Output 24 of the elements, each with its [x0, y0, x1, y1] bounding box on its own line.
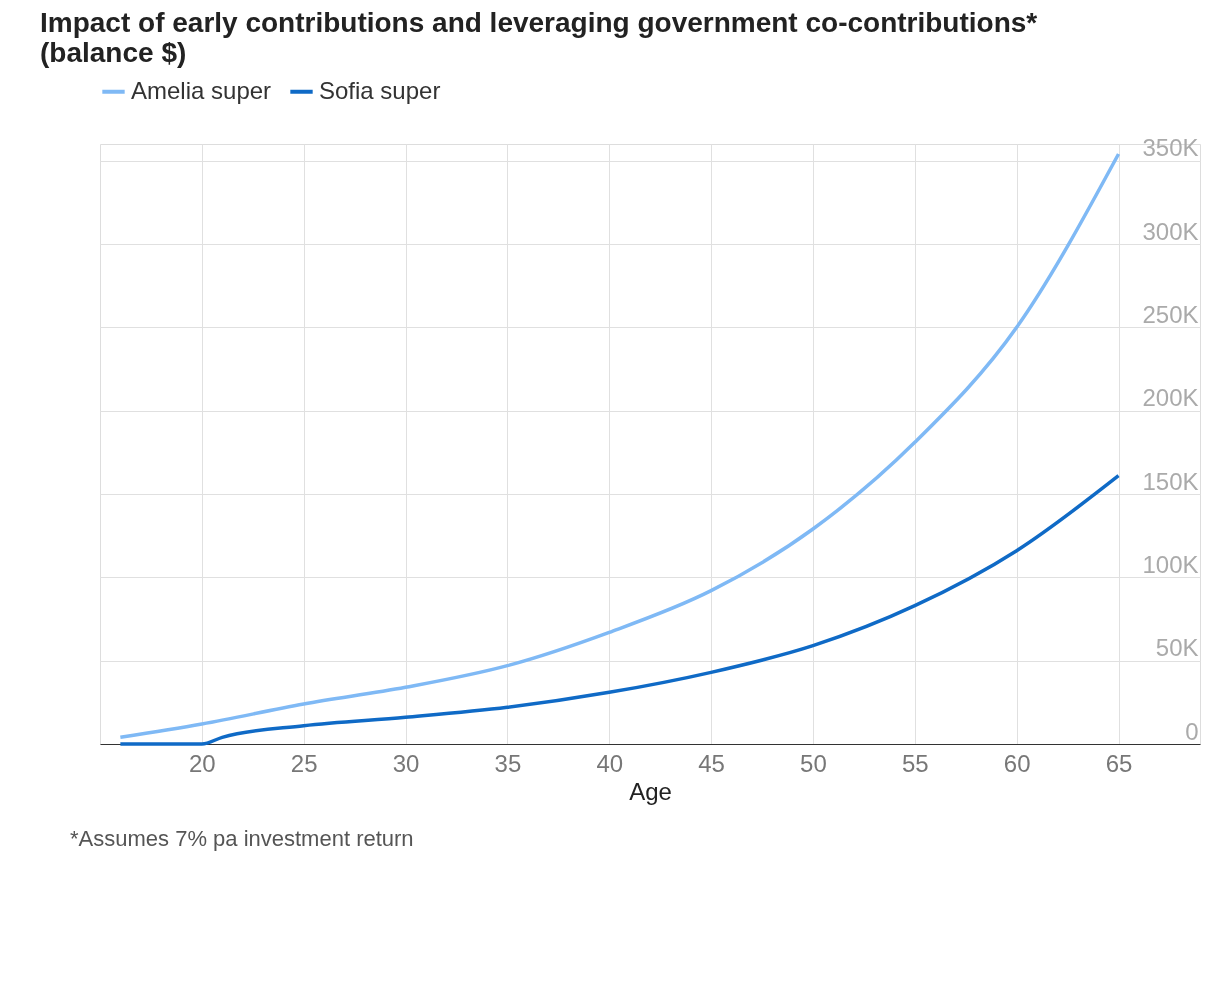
legend-label: Sofia super [319, 76, 441, 104]
legend-label: Amelia super [131, 76, 272, 104]
y-tick-label: 50K [1155, 634, 1199, 662]
y-tick-label: 350K [1142, 134, 1199, 162]
x-tick-label: 35 [494, 749, 522, 777]
x-tick-label: 45 [698, 749, 725, 777]
x-tick-label: 20 [189, 749, 216, 777]
y-tick-label: 250K [1142, 300, 1199, 328]
x-tick-label: 65 [1105, 749, 1133, 777]
x-axis-title: Age [629, 777, 672, 805]
text: (balance $) [40, 37, 187, 68]
x-tick-label: 30 [392, 749, 420, 777]
y-tick-label: 150K [1142, 467, 1199, 495]
x-tick-label: 25 [290, 749, 318, 777]
text: Impact of early contributions and leveraging government co-contributions* [40, 7, 1038, 38]
y-tick-label: 300K [1142, 217, 1199, 245]
x-tick-label: 50 [800, 749, 827, 777]
x-tick-label: 60 [1003, 749, 1031, 777]
y-tick-label: 200K [1142, 384, 1199, 412]
x-tick-label: 55 [901, 749, 929, 777]
y-tick-label: 100K [1142, 550, 1199, 578]
x-tick-label: 40 [596, 749, 624, 777]
y-tick-label: 0 [1185, 717, 1199, 745]
text: *Assumes 7% pa investment return [70, 826, 414, 851]
